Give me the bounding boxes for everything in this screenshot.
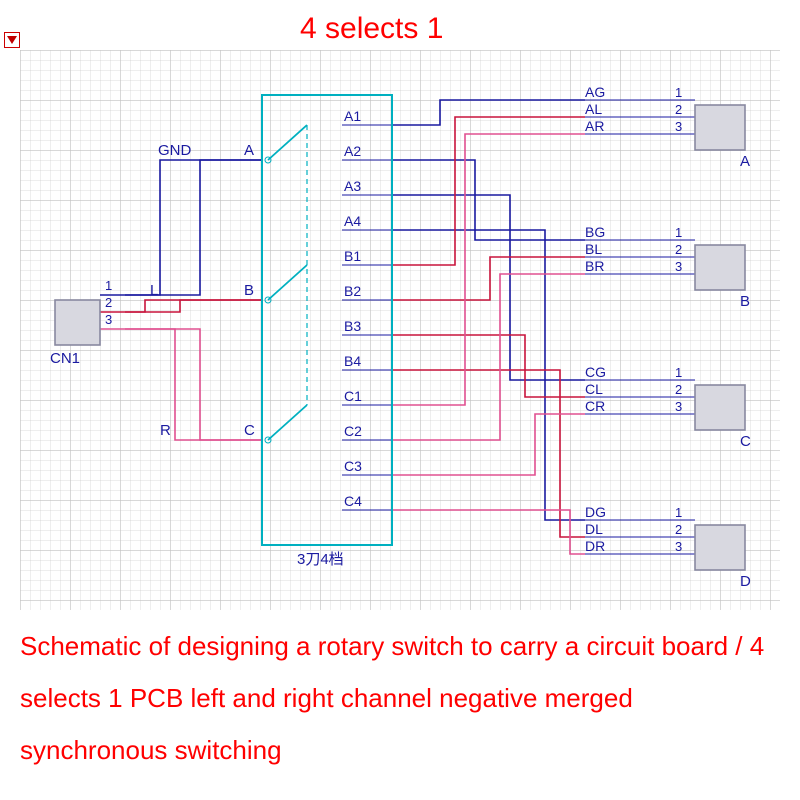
outpin-B-3: 3	[675, 259, 682, 274]
cn1-pin-2: 2	[105, 295, 112, 310]
throw-A3: A3	[344, 178, 361, 194]
net-gnd-label: GND	[158, 142, 191, 159]
outpin-D-2: 2	[675, 522, 682, 537]
net-l-label: L	[150, 282, 158, 299]
outpin-A-2: 2	[675, 102, 682, 117]
outpin-B-2: 2	[675, 242, 682, 257]
sig-DR: DR	[585, 538, 605, 554]
outpin-B-1: 1	[675, 225, 682, 240]
throw-C2: C2	[344, 423, 362, 439]
throw-A4: A4	[344, 213, 361, 229]
throw-C3: C3	[344, 458, 362, 474]
cn1-pin-1: 1	[105, 278, 112, 293]
sig-CG: CG	[585, 364, 606, 380]
outpin-D-3: 3	[675, 539, 682, 554]
sig-AG: AG	[585, 84, 605, 100]
sig-BR: BR	[585, 258, 604, 274]
throw-A1: A1	[344, 108, 361, 124]
throw-B2: B2	[344, 283, 361, 299]
throw-B4: B4	[344, 353, 361, 369]
out-connector-A: A	[740, 153, 750, 170]
throw-B1: B1	[344, 248, 361, 264]
net-r-label: R	[160, 422, 171, 439]
switch-label: 3刀4档	[297, 548, 344, 569]
out-connector-B: B	[740, 293, 750, 310]
cn1-pin-3: 3	[105, 312, 112, 327]
sig-AL: AL	[585, 101, 602, 117]
pole-B: B	[244, 282, 254, 299]
outpin-D-1: 1	[675, 505, 682, 520]
throw-C4: C4	[344, 493, 362, 509]
sig-BL: BL	[585, 241, 602, 257]
sig-AR: AR	[585, 118, 604, 134]
sig-CL: CL	[585, 381, 603, 397]
outpin-A-1: 1	[675, 85, 682, 100]
out-connector-D: D	[740, 573, 751, 590]
pole-A: A	[244, 142, 254, 159]
throw-C1: C1	[344, 388, 362, 404]
outpin-C-2: 2	[675, 382, 682, 397]
sig-DG: DG	[585, 504, 606, 520]
outpin-A-3: 3	[675, 119, 682, 134]
input-connector-label: CN1	[50, 350, 80, 367]
throw-B3: B3	[344, 318, 361, 334]
pole-C: C	[244, 422, 255, 439]
sig-CR: CR	[585, 398, 605, 414]
outpin-C-3: 3	[675, 399, 682, 414]
throw-A2: A2	[344, 143, 361, 159]
outpin-C-1: 1	[675, 365, 682, 380]
out-connector-C: C	[740, 433, 751, 450]
sig-DL: DL	[585, 521, 603, 537]
sig-BG: BG	[585, 224, 605, 240]
